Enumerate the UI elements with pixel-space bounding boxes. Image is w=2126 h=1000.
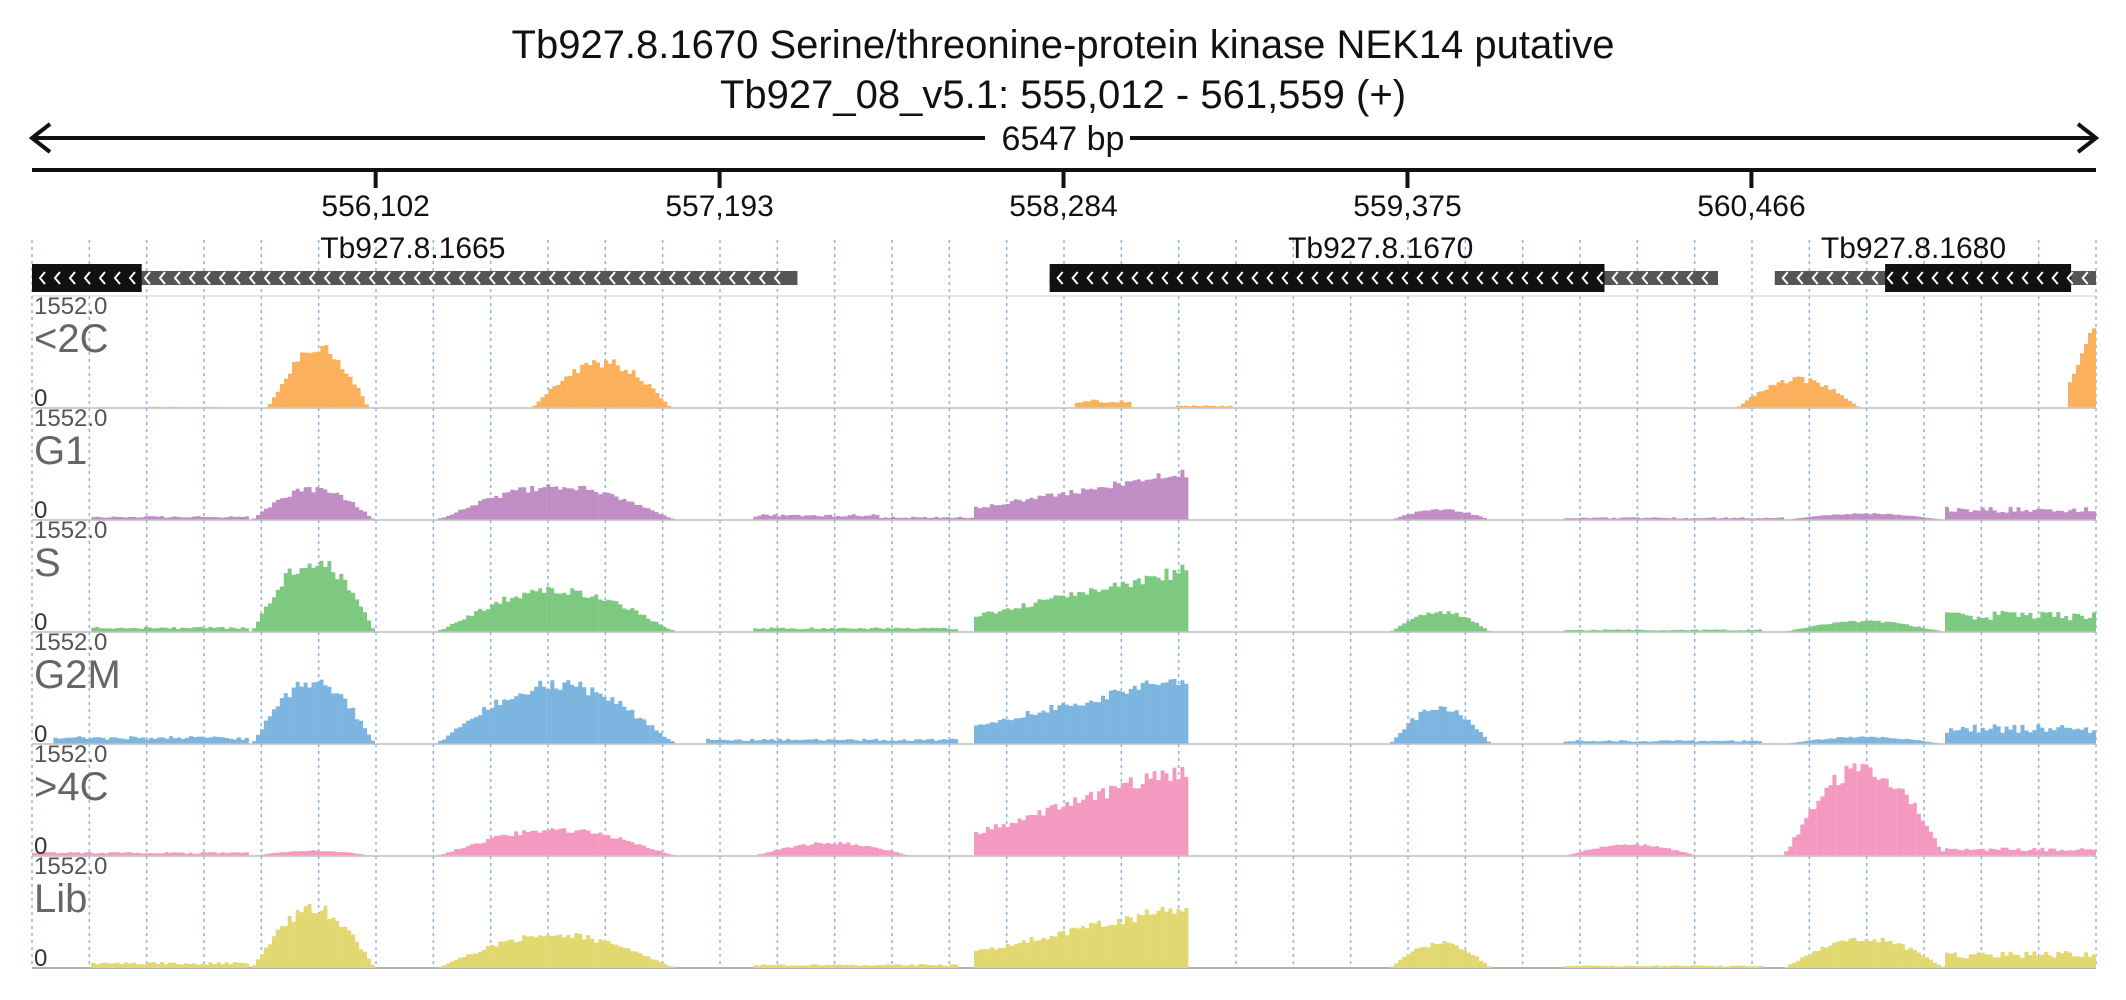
coverage-segment: [974, 564, 1189, 632]
coverage-segment: [1563, 965, 1763, 968]
chart-subtitle: Tb927_08_v5.1: 555,012 - 561,559 (+): [720, 73, 1406, 117]
coverage-segment: [532, 359, 672, 408]
track-name: Lib: [34, 877, 87, 921]
coverage-segment: [706, 738, 959, 744]
tick-label: 558,284: [1009, 190, 1117, 223]
coverage-segment: [252, 850, 375, 856]
strand-chevrons: [38, 271, 781, 285]
coverage-segment: [1736, 376, 1860, 408]
track-ymax-label: 1552.0: [34, 405, 107, 432]
coverage-segment: [1784, 620, 1946, 632]
coverage-segment: [1784, 937, 1946, 968]
coverage-segment: [1390, 611, 1492, 632]
coverage-segment: [1175, 405, 1233, 408]
ruler-ticks: 556,102 557,193 558,284 559,375 560,466: [321, 170, 1806, 223]
span-arrowhead-left: [28, 122, 52, 154]
track-ymin-label: 0: [34, 497, 47, 524]
coverage-segment: [974, 906, 1189, 968]
coverage-segment: [91, 626, 249, 632]
strand-chevrons: [1781, 271, 2089, 285]
coverage-segment: [1563, 629, 1763, 632]
coverage-segment: [438, 933, 675, 968]
coverage-segment: [252, 487, 375, 520]
coverage-segment: [252, 904, 375, 968]
track-ymin-label: 0: [34, 833, 47, 860]
coverage-segment: [91, 962, 249, 968]
span-arrowhead-right: [2076, 122, 2100, 154]
track-ymax-label: 1552.0: [34, 293, 107, 320]
coverage-segment: [1945, 847, 2096, 856]
coverage-segment: [438, 586, 675, 632]
coverage-tracks: 1552.0<2C01552.0G101552.0S01552.0G2M0155…: [32, 293, 2097, 972]
tick-label: 556,102: [321, 190, 429, 223]
coverage-segment: [974, 767, 1189, 856]
track-ymin-label: 0: [34, 385, 47, 412]
coverage-segment: [753, 514, 880, 520]
coverage-segment: [1390, 941, 1492, 968]
chart-title: Tb927.8.1670 Serine/threonine-protein ki…: [512, 23, 1615, 67]
coverage-segment: [879, 516, 975, 520]
gene-track: Tb927.8.1665 Tb927.8.1670 Tb927.8.1680: [32, 232, 2096, 292]
track-ymax-label: 1552.0: [34, 741, 107, 768]
coverage-segment: [1784, 513, 1946, 520]
track-ymax-label: 1552.0: [34, 629, 107, 656]
coverage-segment: [1945, 611, 2096, 632]
coverage-segment: [438, 680, 675, 744]
coverage-segment: [1074, 399, 1132, 408]
track-3: 1552.0S 0: [32, 517, 2096, 636]
coverage-segment: [1563, 843, 1700, 856]
coverage-segment: [252, 679, 375, 744]
coverage-segment: [753, 627, 959, 632]
coverage-segment: [32, 852, 249, 856]
coverage-segment: [438, 828, 675, 856]
strand-chevrons: [1056, 271, 1709, 285]
track-ymax-label: 1552.0: [34, 853, 107, 880]
track-name: >4C: [34, 765, 109, 809]
track-ymin-label: 0: [34, 609, 47, 636]
coverage-segment: [1784, 736, 1946, 744]
track-name: S: [34, 541, 61, 585]
tick-label: 557,193: [665, 190, 773, 223]
span-label: 6547 bp: [1002, 120, 1125, 158]
coverage-segment: [1563, 517, 1785, 520]
coverage-segment: [1390, 509, 1492, 520]
track-name: G2M: [34, 653, 121, 697]
track-ymax-label: 1552.0: [34, 517, 107, 544]
tick-label: 559,375: [1353, 190, 1461, 223]
coverage-segment: [753, 964, 959, 968]
track-name: G1: [34, 429, 87, 473]
coverage-segment: [1945, 951, 2096, 968]
gene-cds: [32, 264, 142, 292]
coverage-segment: [53, 736, 249, 744]
coverage-segment: [974, 679, 1189, 744]
coverage-segment: [1390, 706, 1492, 744]
coverage-segment: [753, 841, 911, 856]
coverage-segment: [2067, 328, 2097, 408]
track-ymin-label: 0: [34, 721, 47, 748]
tick-label: 560,466: [1697, 190, 1805, 223]
coverage-segment: [91, 516, 249, 520]
span-arrow: [28, 122, 2100, 154]
gene-label: Tb927.8.1665: [320, 232, 505, 265]
track-2: 1552.0G1 0: [32, 405, 2096, 524]
coverage-segment: [252, 560, 375, 632]
coverage-segment: [1945, 506, 2096, 520]
gene-label: Tb927.8.1680: [1821, 232, 2006, 265]
coverage-segment: [438, 484, 675, 520]
coverage-segment: [1784, 763, 1946, 856]
coverage-segment: [267, 345, 369, 408]
gene-label: Tb927.8.1670: [1288, 232, 1473, 265]
coverage-segment: [974, 469, 1189, 520]
track-name: <2C: [34, 317, 109, 361]
track-ymin-label: 0: [34, 945, 47, 972]
coverage-segment: [1563, 740, 1763, 744]
coverage-segment: [1945, 724, 2096, 744]
